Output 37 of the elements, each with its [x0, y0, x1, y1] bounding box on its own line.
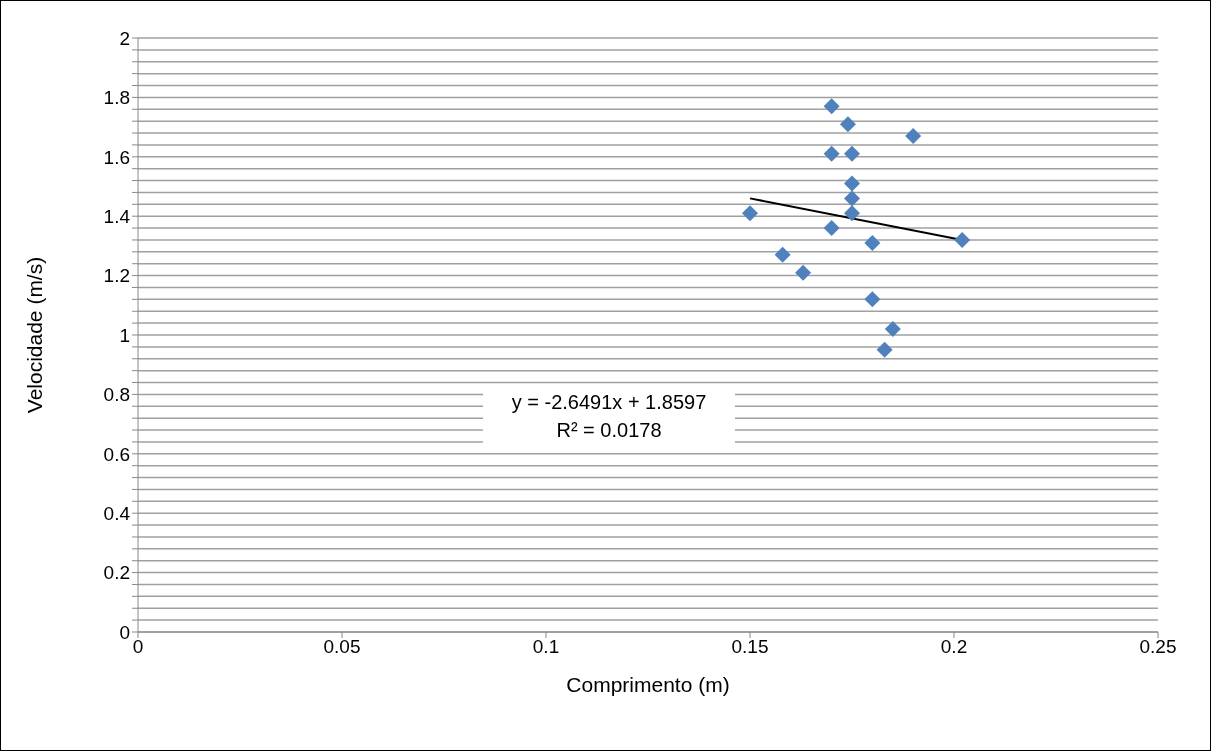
point	[795, 264, 812, 281]
y-tick-label: 1.2	[103, 265, 130, 287]
point	[876, 341, 893, 358]
annotation: y = -2.6491x + 1.8597	[510, 390, 708, 415]
y-tick-label: 0.4	[103, 502, 131, 524]
y-tick-label: 1	[119, 324, 130, 346]
annotation: R² = 0.0178	[555, 418, 663, 443]
y-tick-label: 0	[119, 621, 130, 643]
y-tick-label: 2	[119, 27, 130, 49]
point	[823, 220, 840, 237]
point	[864, 234, 881, 251]
y-tick-label: 0.2	[103, 562, 130, 584]
x-tick-label: 0.05	[323, 636, 361, 658]
point	[905, 128, 922, 145]
point	[884, 321, 901, 338]
x-tick-label: 0.2	[940, 636, 968, 658]
point	[864, 291, 881, 308]
y-tick-label: 1.6	[103, 146, 130, 168]
x-tick-label: 0.25	[1139, 636, 1177, 658]
x-tick-label: 0.15	[731, 636, 769, 658]
y-tick-label: 0.8	[103, 384, 130, 406]
point	[844, 205, 860, 222]
y-tick-label: 1.4	[103, 205, 131, 227]
x-axis-title: Comprimento (m)	[566, 673, 730, 696]
point	[844, 190, 860, 207]
y-tick-label: 1.8	[103, 87, 130, 109]
point	[839, 116, 856, 133]
x-tick-label: 0.1	[532, 636, 560, 658]
y-tick-label: 0.6	[103, 443, 130, 465]
point	[954, 231, 971, 248]
point	[844, 175, 860, 192]
point	[774, 246, 791, 263]
y-axis-title: Velocidade (m/s)	[23, 256, 47, 414]
point	[823, 145, 840, 162]
point	[844, 145, 860, 162]
point	[823, 98, 840, 115]
point	[742, 205, 758, 222]
